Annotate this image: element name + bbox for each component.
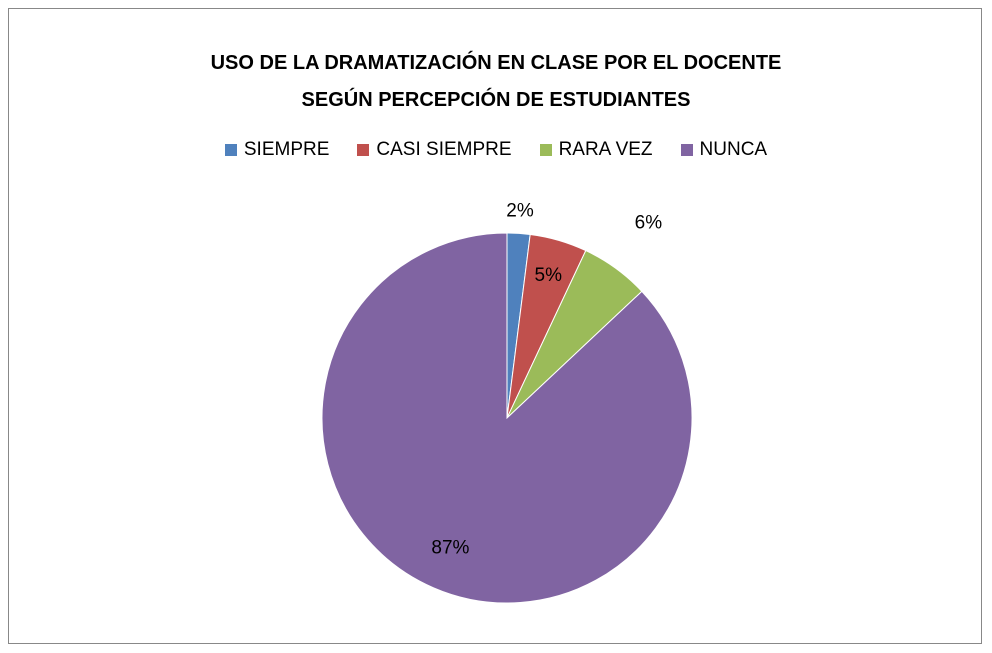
pie-slice [321,232,693,604]
data-label: 5% [535,265,563,286]
data-label: 2% [506,200,534,221]
data-label: 87% [431,538,469,559]
chart-frame: USO DE LA DRAMATIZACIÓN EN CLASE POR EL … [8,8,982,644]
legend-label: RARA VEZ [558,139,653,160]
legend-swatch [539,144,552,156]
legend-swatch [224,144,237,156]
legend-swatch [680,144,693,156]
legend-label: NUNCA [699,139,768,160]
legend-label: SIEMPRE [243,139,330,160]
legend-swatch [357,144,370,156]
chart-title: USO DE LA DRAMATIZACIÓN EN CLASE POR EL … [210,52,782,111]
legend: SIEMPRE CASI SIEMPRE RARA VEZ NUNCA [9,139,983,161]
legend-item: CASI SIEMPRE [357,139,512,161]
legend-item: SIEMPRE [224,139,330,161]
legend-item: RARA VEZ [539,139,653,161]
legend-item: NUNCA [680,139,768,161]
legend-label: CASI SIEMPRE [376,139,512,160]
data-label: 6% [635,212,663,233]
